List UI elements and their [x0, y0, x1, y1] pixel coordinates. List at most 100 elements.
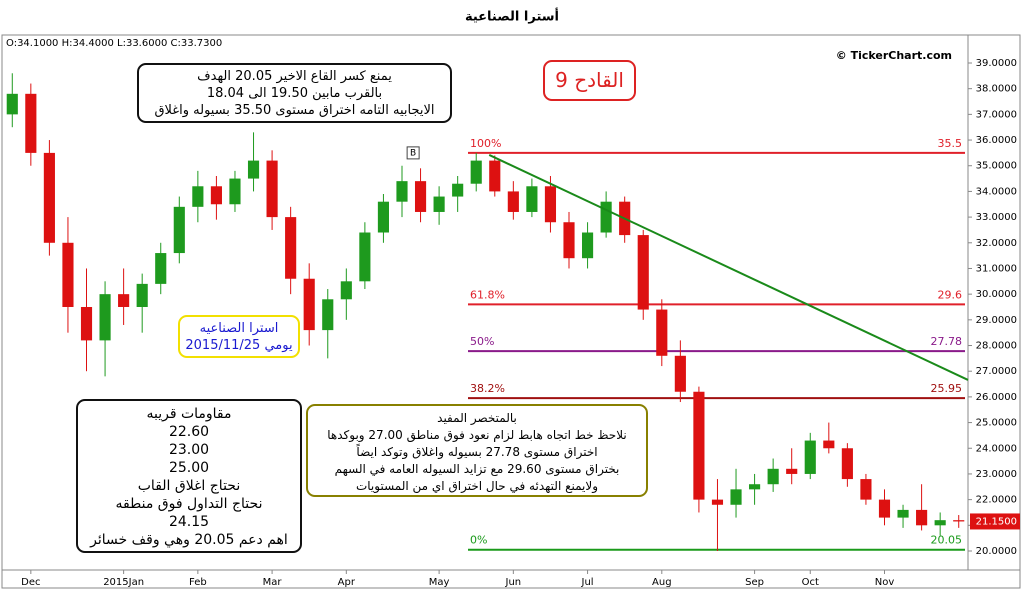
- y-tick-label: 33.0000: [976, 212, 1017, 223]
- candle-body: [526, 186, 538, 212]
- note-line: يومي 2015/11/25: [185, 338, 293, 353]
- x-tick-label: Aug: [652, 577, 672, 588]
- candle-body: [396, 181, 408, 202]
- note-signal: القادح 9: [543, 60, 636, 101]
- note-line: 25.00: [168, 460, 210, 476]
- x-tick-label: Feb: [189, 577, 207, 588]
- candle-body: [229, 178, 241, 205]
- marker: B: [410, 148, 416, 158]
- ohlc: O:34.1000 H:34.4000 L:33.6000 C:33.7300: [6, 38, 222, 49]
- candle-body: [470, 160, 482, 184]
- candle-body: [582, 232, 594, 259]
- note-stock: استرا الصناعيه يومي 2015/11/25: [178, 315, 300, 358]
- signal-text: القادح 9: [555, 68, 624, 92]
- candle-body: [43, 152, 55, 243]
- candle-body: [507, 191, 519, 212]
- candle-body: [433, 196, 445, 212]
- x-tick-label: Jul: [581, 577, 594, 588]
- candle-body: [452, 183, 464, 197]
- note-line: الايجابيه التامه اختراق مستوى 35.50 بسيو…: [154, 103, 435, 118]
- y-tick-label: 27.0000: [976, 366, 1017, 377]
- fib-value: 35.5: [938, 137, 963, 150]
- note-line: اهم دعم 20.05 وهي وقف خسائر: [90, 532, 288, 548]
- note-line: نلاحظ خط اتجاه هابط لزام نعود فوق مناطق …: [327, 428, 627, 442]
- fib-level: 0%: [470, 534, 487, 547]
- note-line: 24.15: [168, 514, 210, 530]
- y-tick-label: 29.0000: [976, 315, 1017, 326]
- candle-body: [860, 479, 872, 500]
- y-tick-label: 31.0000: [976, 263, 1017, 274]
- candle-body: [897, 509, 909, 518]
- candle-body: [192, 186, 204, 207]
- note-line: مقاومات قريبه: [146, 406, 232, 422]
- frame: [1, 34, 1021, 589]
- candle-body: [786, 468, 798, 474]
- y-tick-label: 23.0000: [976, 469, 1017, 480]
- candle-body: [841, 448, 853, 480]
- note-target: يمنع كسر القاع الاخير 20.05 الهدف بالقرب…: [137, 63, 452, 123]
- candle-body: [767, 468, 779, 485]
- fib-level: 100%: [470, 137, 501, 150]
- candle-body: [674, 355, 686, 392]
- note-line: بختراق مستوى 29.60 مع تزايد السيوله العا…: [334, 462, 620, 476]
- copyright: © TickerChart.com: [836, 49, 952, 62]
- note-line: 23.00: [168, 442, 210, 458]
- last-price-tag: [970, 513, 1020, 530]
- candle-body: [62, 242, 74, 307]
- y-tick-label: 36.0000: [976, 135, 1017, 146]
- candle-body: [711, 499, 724, 505]
- candle-body: [656, 309, 668, 356]
- note-line: 22.60: [168, 424, 210, 440]
- candle-body: [563, 222, 575, 259]
- last-price-label: 21.1500: [976, 516, 1017, 527]
- candle-body: [377, 201, 389, 233]
- note-summary: بالمتخصر المفيد نلاحظ خط اتجاه هابط لزام…: [306, 404, 648, 497]
- candle-body: [173, 206, 185, 254]
- candle-body: [266, 160, 278, 218]
- y-tick-label: 39.0000: [976, 58, 1017, 69]
- y-tick-label: 24.0000: [976, 443, 1017, 454]
- marker-box: [406, 146, 420, 160]
- candle-body: [25, 93, 37, 153]
- candle-body: [6, 93, 18, 115]
- x-tick-label: Sep: [745, 577, 764, 588]
- candle-body: [210, 186, 222, 205]
- fib-level: 38.2%: [470, 382, 505, 395]
- candle-body: [118, 294, 130, 307]
- candle-body: [934, 520, 946, 526]
- y-tick-label: 35.0000: [976, 161, 1017, 172]
- candle-body: [693, 391, 705, 500]
- candle-body: [136, 283, 148, 307]
- candle-body: [303, 278, 315, 331]
- note-line: استرا الصناعيه: [199, 321, 279, 336]
- y-tick-label: 30.0000: [976, 289, 1017, 300]
- candle-body: [155, 253, 167, 284]
- x-tick-label: 2015Jan: [103, 577, 144, 588]
- x-tick-label: Oct: [802, 577, 819, 588]
- candle-body: [953, 520, 965, 522]
- y-tick-label: 25.0000: [976, 418, 1017, 429]
- note-line: نحتاج التداول فوق منطقه: [115, 496, 263, 512]
- candle-body: [600, 201, 612, 233]
- note-line: نحتاج اغلاق القاب: [137, 478, 241, 494]
- trendline: [488, 154, 969, 381]
- candle-body: [916, 509, 928, 526]
- x-tick-label: Apr: [338, 577, 356, 588]
- candle-body: [804, 440, 816, 474]
- candle-body: [544, 186, 557, 223]
- candle-body: [99, 294, 111, 341]
- candle-body: [749, 484, 761, 490]
- candle-body: [823, 440, 835, 449]
- x-tick-label: May: [429, 577, 450, 588]
- fib-level: 50%: [470, 335, 494, 348]
- chart-title: أسترا الصناعية: [465, 8, 559, 25]
- x-tick-label: Nov: [875, 577, 895, 588]
- note-line: يمنع كسر القاع الاخير 20.05 الهدف: [197, 69, 392, 84]
- candle-body: [730, 489, 742, 505]
- fib-value: 27.78: [931, 335, 963, 348]
- candle-body: [359, 232, 371, 282]
- note-line: ولايمنع التهدئه في حال اختراق اي من المس…: [355, 479, 599, 493]
- fib-value: 29.6: [938, 288, 963, 301]
